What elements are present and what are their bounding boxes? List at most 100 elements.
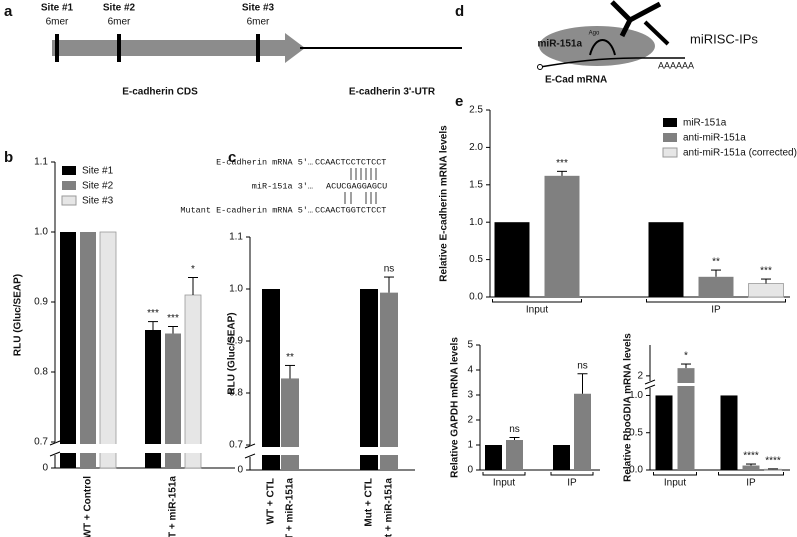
- sequence-label: miR-151a 3'…: [252, 181, 313, 191]
- y-axis-label: RLU (Gluc/SEAP): [227, 312, 238, 394]
- significance-label: ns: [509, 424, 520, 435]
- legend-swatch: [62, 181, 76, 190]
- site-marker: [55, 34, 59, 62]
- antibody: [643, 20, 670, 46]
- axis-break-mark: [644, 379, 656, 385]
- bar: [184, 294, 202, 469]
- bar: [655, 395, 673, 470]
- y-tick-label: 0: [42, 463, 48, 474]
- significance-label: ns: [577, 360, 588, 371]
- bar: [748, 283, 784, 298]
- significance-label: *: [191, 264, 195, 275]
- category-bracket: [653, 472, 697, 476]
- bar: [145, 330, 161, 468]
- significance-label: ns: [384, 264, 395, 275]
- axis-break-mark: [644, 384, 656, 390]
- site-label: Site #3: [242, 3, 275, 14]
- y-tick-label: 0.9: [34, 297, 48, 308]
- bar: [698, 276, 734, 297]
- y-tick-label: 1.0: [34, 227, 48, 238]
- panel-label: a: [4, 3, 13, 20]
- axis-break: [49, 444, 237, 453]
- legend-swatch: [662, 147, 678, 158]
- significance-label: *: [684, 351, 688, 362]
- x-tick-label: Mut + miR-151a: [384, 478, 395, 537]
- y-tick-label: 2: [467, 415, 473, 426]
- axis-break: [244, 447, 417, 455]
- y-tick-label: 1.5: [469, 179, 483, 190]
- x-tick-label: WT + miR-151a: [285, 478, 296, 537]
- y-tick-label: 1.1: [34, 157, 48, 168]
- site-label: Site #1: [41, 3, 74, 14]
- arrow-head: [285, 33, 305, 63]
- significance-label: ***: [147, 308, 159, 319]
- bar: [742, 465, 760, 470]
- legend-label: Site #3: [82, 196, 114, 207]
- y-tick-label: 2.0: [469, 142, 483, 153]
- y-tick-label: 1: [467, 440, 473, 451]
- antibody: [628, 1, 662, 23]
- legend-label: Site #2: [82, 181, 114, 192]
- mirna-loop: [589, 39, 616, 56]
- bar: [720, 395, 738, 470]
- y-tick-label: 0: [467, 465, 473, 476]
- legend-label: miR-151a: [683, 118, 727, 129]
- significance-label: ****: [743, 451, 759, 462]
- antibody-label: miRISC-IPs: [690, 31, 758, 46]
- x-tick-label: Input: [526, 305, 548, 316]
- significance-label: ****: [765, 456, 781, 467]
- y-tick-label: 1.0: [629, 390, 643, 401]
- y-axis-label: Relative RhoGDIA mRNA levels: [623, 333, 634, 482]
- bar: [494, 222, 530, 297]
- axis-break-mark: [49, 451, 61, 457]
- legend-label: anti-miR-151a: [683, 133, 746, 144]
- y-axis-label: Relative GAPDH mRNA levels: [450, 337, 461, 478]
- x-tick-label: Mut + CTL: [364, 478, 375, 527]
- x-tick-label: Input: [664, 478, 686, 489]
- sequence: ACUCGAGGAGCU: [326, 181, 387, 191]
- y-tick-label: 0.8: [229, 388, 243, 399]
- sequence-label: E-cadherin mRNA 5'…: [216, 157, 313, 167]
- bar: [677, 368, 695, 470]
- x-tick-label: IP: [746, 478, 756, 489]
- polya-label: AAAAAA: [658, 60, 694, 70]
- bar: [80, 232, 96, 468]
- x-tick-label: WT + Control: [83, 476, 94, 537]
- category-bracket: [482, 472, 526, 476]
- bar: [544, 175, 580, 297]
- y-tick-label: 0.7: [34, 437, 48, 448]
- significance-label: ***: [760, 266, 772, 277]
- gene-diagram: Site #1 6mer Site #2 6mer Site #3 6mer E…: [41, 3, 462, 98]
- y-axis-label: RLU (Gluc/SEAP): [13, 274, 24, 356]
- y-tick-label: 0.0: [629, 465, 643, 476]
- legend-swatch: [663, 133, 677, 142]
- panel-label: c: [228, 149, 236, 166]
- site-marker: [256, 34, 260, 62]
- sequence-label: Mutant E-cadherin mRNA 5'…: [180, 205, 313, 215]
- y-tick-label: 1.1: [229, 232, 243, 243]
- site-note: 6mer: [46, 17, 69, 28]
- legend-swatch: [61, 195, 77, 206]
- x-tick-label: Input: [493, 478, 515, 489]
- panel-label: d: [455, 3, 464, 20]
- y-axis-label: Relative E-cadherin mRNA levels: [439, 125, 450, 282]
- mirna-label: miR-151a: [538, 39, 583, 50]
- utr-label: E-cadherin 3'-UTR: [349, 87, 436, 98]
- mrna-label: E-Cad mRNA: [545, 75, 607, 86]
- pairing-marks: [344, 168, 377, 204]
- y-tick-label: 0: [237, 465, 243, 476]
- axis-break-mark: [244, 443, 256, 449]
- site-label: Site #2: [103, 3, 136, 14]
- bar: [262, 289, 280, 470]
- sequence: CCAACTCCTCTCCT: [315, 157, 386, 167]
- bar: [574, 393, 591, 470]
- x-tick-label: IP: [711, 305, 721, 316]
- axis-break: [644, 383, 792, 386]
- legend-swatch: [62, 166, 76, 175]
- y-tick-label: 2.5: [469, 105, 483, 116]
- category-bracket: [718, 472, 784, 476]
- site-note: 6mer: [247, 17, 270, 28]
- ago-label: Ago: [589, 31, 600, 37]
- cds-label: E-cadherin CDS: [122, 87, 198, 98]
